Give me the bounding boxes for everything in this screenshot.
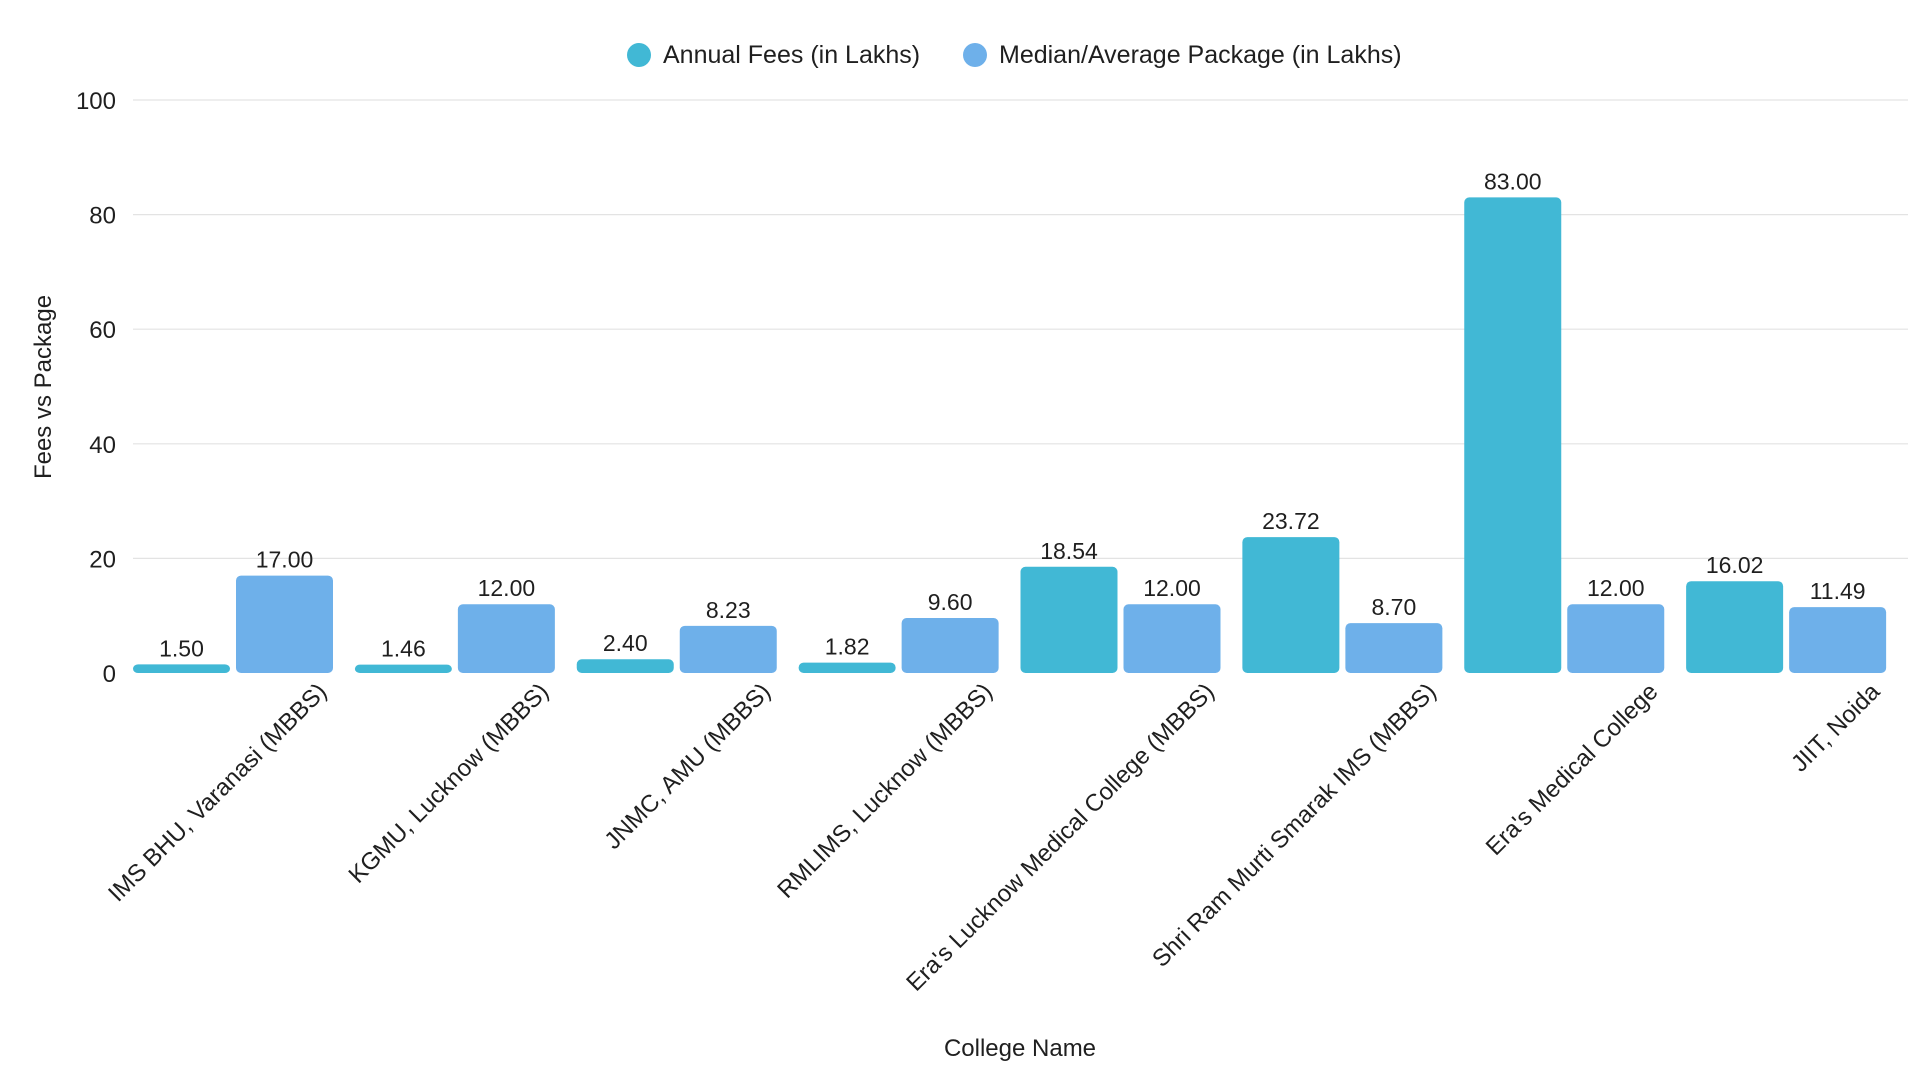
bar-package	[901, 617, 999, 673]
y-tick-label: 40	[89, 432, 116, 459]
chart-legend: Annual Fees (in Lakhs) Median/Average Pac…	[627, 41, 1402, 69]
bar-annual-fees	[133, 664, 230, 673]
bar-annual-fees	[1464, 197, 1562, 673]
data-label: 23.72	[1262, 508, 1320, 534]
data-label: 16.02	[1706, 552, 1764, 578]
bar-package	[1123, 604, 1221, 673]
x-category-label: Era's Medical College	[1481, 678, 1664, 861]
bar-package	[1567, 604, 1665, 673]
data-labels: 1.50 17.00 1.46 12.00 2.40 8.23 1.82 9.60 18.54 1…	[159, 168, 1865, 661]
bar-package	[457, 604, 555, 673]
bar-annual-fees	[354, 664, 452, 673]
data-label: 17.00	[256, 547, 314, 573]
x-category-label: JNMC, AMU (MBBS)	[599, 678, 776, 855]
data-label: 12.00	[478, 575, 536, 601]
bar-package	[1789, 607, 1887, 673]
x-axis-category-labels: IMS BHU, Varanasi (MBBS) KGMU, Lucknow (M…	[103, 678, 1886, 997]
bar-package	[236, 575, 333, 673]
bars	[133, 197, 1887, 673]
y-axis-title: Fees vs Package	[30, 295, 57, 479]
bar-annual-fees	[798, 662, 896, 673]
y-tick-label: 20	[89, 546, 116, 573]
data-label: 12.00	[1143, 575, 1201, 601]
y-tick-label: 60	[89, 317, 116, 344]
data-label: 12.00	[1587, 575, 1645, 601]
bar-annual-fees	[1242, 537, 1340, 673]
x-category-label: IMS BHU, Varanasi (MBBS)	[103, 678, 332, 907]
data-label: 11.49	[1810, 578, 1866, 604]
bar-annual-fees	[1686, 581, 1784, 673]
data-label: 8.70	[1371, 594, 1416, 620]
bar-package	[679, 625, 777, 673]
bar-package	[1345, 623, 1443, 673]
x-category-label: JIIT, Noida	[1786, 678, 1886, 778]
data-label: 1.82	[825, 634, 870, 660]
data-label: 1.46	[381, 636, 426, 662]
y-tick-label: 0	[103, 661, 116, 688]
x-axis-title: College Name	[944, 1035, 1096, 1062]
x-category-label: KGMU, Lucknow (MBBS)	[344, 678, 555, 889]
bar-annual-fees	[1020, 566, 1118, 673]
bar-annual-fees	[576, 659, 674, 673]
y-tick-label: 100	[76, 88, 116, 115]
data-label: 2.40	[603, 630, 648, 656]
data-label: 9.60	[928, 589, 973, 615]
gridlines	[133, 99, 1908, 560]
legend-label: Median/Average Package (in Lakhs)	[999, 41, 1402, 69]
data-label: 1.50	[159, 635, 204, 661]
legend-swatch	[627, 43, 651, 67]
legend-swatch	[963, 43, 987, 67]
legend-label: Annual Fees (in Lakhs)	[663, 41, 920, 69]
y-tick-label: 80	[89, 203, 116, 230]
x-category-label: RMLIMS, Lucknow (MBBS)	[772, 678, 998, 904]
data-label: 83.00	[1484, 168, 1542, 194]
data-label: 8.23	[706, 597, 751, 623]
y-axis-ticks: 0 20 40 60 80 100	[76, 88, 116, 688]
data-label: 18.54	[1040, 538, 1098, 564]
